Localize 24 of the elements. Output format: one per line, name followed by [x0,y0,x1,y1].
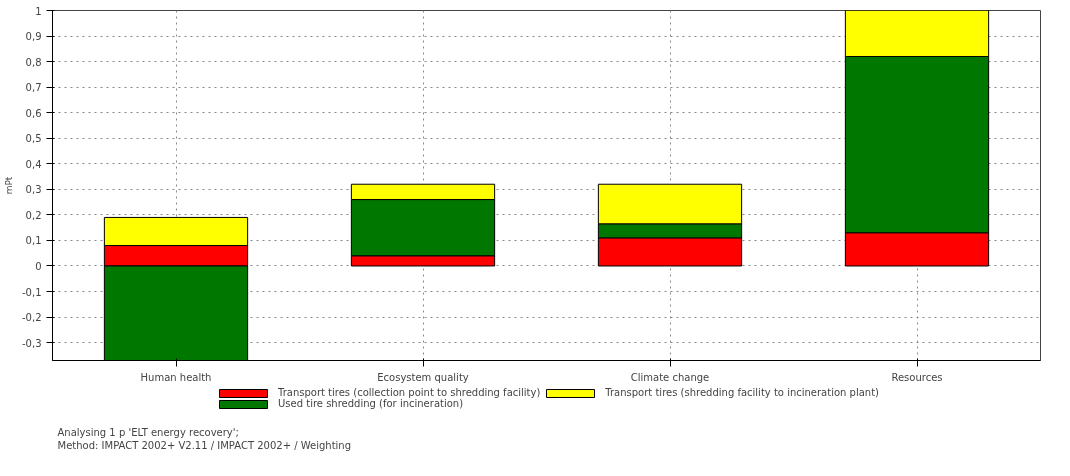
y-axis-title: mPt [3,176,14,195]
y-tick-label: -0,2 [21,312,42,324]
y-tick-label: -0,3 [21,337,42,349]
text: Analysing 1 p 'ELT energy recovery'; [57,426,239,438]
y-tick-label: 0,1 [25,235,42,247]
y-tick-label: 0,5 [25,133,42,145]
y-tick-label: -0,1 [21,286,42,298]
y-tick-label: 0 [35,260,42,272]
y-tick-label: 0,8 [25,56,42,68]
y-tick-label: 0,6 [25,107,42,119]
y-tick-label: 0,2 [25,209,42,221]
legend-label: Transport tires (collection point to shredding facility) [278,387,541,398]
x-tick-label: Climate change [630,371,710,383]
y-tick-label: 0,3 [25,184,42,196]
y-tick-label: 0,4 [25,158,42,170]
legend-label: Used tire shredding (for incineration) [278,398,464,409]
y-tick-label: 0,7 [25,82,42,94]
x-tick-label: Resources [891,371,943,383]
x-tick-label: Ecosystem quality [377,371,469,383]
text: Method: IMPACT 2002+ V2.11 / IMPACT 2002+ / Weighting [57,439,352,451]
legend-label: Transport tires (shredding facility to incineration plant) [605,387,879,398]
y-tick-label: 0,9 [25,31,42,43]
y-tick-label: 1 [35,5,42,17]
x-tick-label: Human health [140,371,212,383]
